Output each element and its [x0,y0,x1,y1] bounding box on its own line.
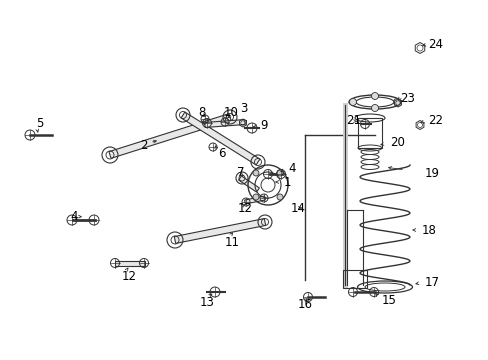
Text: 6: 6 [218,147,225,159]
Circle shape [252,194,259,200]
Text: 11: 11 [224,235,240,248]
Text: 18: 18 [421,224,436,237]
Text: 7: 7 [237,166,244,179]
Text: 24: 24 [427,37,442,50]
Text: 4: 4 [70,210,77,222]
Circle shape [371,93,378,99]
Text: 17: 17 [424,275,439,288]
Polygon shape [109,114,231,158]
Polygon shape [115,261,145,266]
Text: 8: 8 [198,105,205,118]
Bar [342,270,366,288]
Circle shape [371,104,378,112]
Text: 15: 15 [381,293,396,306]
Polygon shape [238,176,259,192]
Text: 20: 20 [389,135,404,149]
Circle shape [252,170,259,176]
Text: 21: 21 [346,113,360,126]
Text: 4: 4 [287,162,295,175]
Text: 22: 22 [427,113,442,126]
Text: 2: 2 [140,139,147,152]
Bar [357,118,381,148]
Circle shape [393,99,400,105]
Text: 14: 14 [290,202,305,215]
Polygon shape [204,120,244,127]
Polygon shape [174,219,265,243]
Polygon shape [181,112,259,165]
Text: 13: 13 [200,296,214,309]
Text: 16: 16 [297,297,312,310]
Text: 9: 9 [260,118,267,131]
Circle shape [277,194,283,200]
Text: 5: 5 [36,117,43,130]
Text: 12: 12 [238,202,252,215]
Text: 12: 12 [122,270,137,284]
Text: 19: 19 [424,166,439,180]
Text: 3: 3 [240,102,247,114]
Polygon shape [244,196,265,204]
Circle shape [277,170,283,176]
Text: 1: 1 [284,176,291,189]
Text: 10: 10 [224,105,238,118]
Text: 23: 23 [399,91,414,104]
Circle shape [349,99,356,105]
